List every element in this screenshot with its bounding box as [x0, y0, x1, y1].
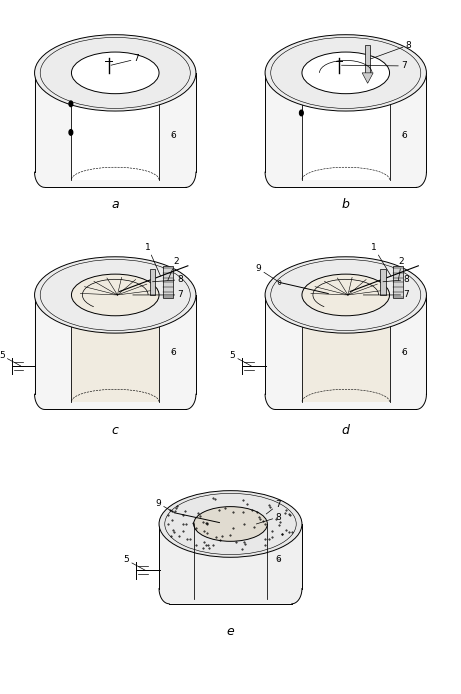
Polygon shape: [265, 295, 426, 409]
Text: 7: 7: [133, 291, 183, 299]
Text: 5: 5: [0, 351, 21, 366]
Text: 7: 7: [363, 291, 409, 299]
Polygon shape: [302, 73, 390, 180]
Text: b: b: [342, 198, 350, 211]
Ellipse shape: [159, 491, 302, 557]
Text: 6: 6: [171, 348, 176, 357]
Text: 5: 5: [230, 351, 251, 366]
Ellipse shape: [71, 52, 159, 94]
Ellipse shape: [71, 274, 159, 316]
Polygon shape: [393, 266, 403, 298]
Text: 9: 9: [255, 264, 279, 282]
Ellipse shape: [194, 507, 267, 541]
Polygon shape: [365, 45, 371, 73]
Text: 9: 9: [155, 499, 175, 513]
Text: 7: 7: [342, 62, 407, 70]
Polygon shape: [163, 266, 173, 298]
Polygon shape: [265, 73, 426, 187]
Polygon shape: [302, 295, 390, 402]
Text: a: a: [112, 198, 119, 211]
Ellipse shape: [302, 52, 390, 94]
Ellipse shape: [265, 35, 426, 111]
Text: 8: 8: [371, 41, 411, 59]
Text: d: d: [342, 424, 350, 437]
Text: 6: 6: [171, 131, 176, 140]
Text: 2: 2: [168, 257, 178, 280]
Polygon shape: [362, 73, 373, 83]
Polygon shape: [71, 73, 159, 180]
Text: 8: 8: [153, 276, 183, 284]
Text: 8: 8: [383, 276, 409, 284]
Polygon shape: [35, 295, 196, 409]
Polygon shape: [150, 269, 155, 295]
Ellipse shape: [302, 274, 390, 316]
Text: 6: 6: [401, 348, 407, 357]
Text: 7: 7: [266, 500, 281, 514]
Circle shape: [300, 110, 303, 116]
Ellipse shape: [265, 257, 426, 333]
Text: 7: 7: [111, 55, 139, 65]
Polygon shape: [380, 269, 386, 295]
Text: e: e: [227, 625, 234, 638]
Ellipse shape: [35, 257, 196, 333]
Text: 5: 5: [124, 555, 145, 570]
Ellipse shape: [35, 35, 196, 111]
Text: 2: 2: [398, 257, 404, 280]
Text: 6: 6: [401, 131, 407, 140]
Text: 1: 1: [371, 244, 391, 276]
Polygon shape: [159, 524, 302, 604]
Polygon shape: [71, 295, 159, 402]
Text: c: c: [112, 424, 118, 437]
Circle shape: [69, 130, 73, 135]
Text: 6: 6: [276, 555, 281, 564]
Polygon shape: [35, 73, 196, 187]
Text: 8: 8: [256, 513, 281, 524]
Circle shape: [69, 101, 73, 107]
Text: 1: 1: [145, 244, 160, 276]
